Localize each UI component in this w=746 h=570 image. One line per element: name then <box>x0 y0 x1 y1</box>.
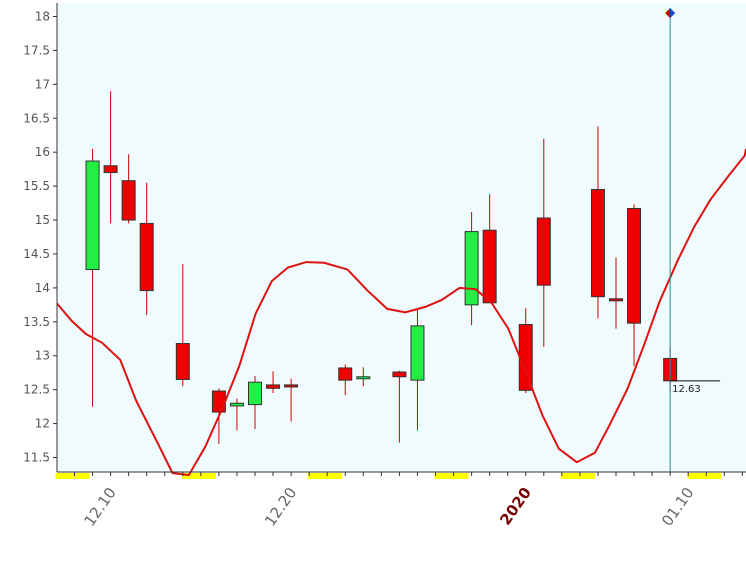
candle-up <box>230 403 243 406</box>
candle-down <box>628 209 641 324</box>
y-tick-label: 14.5 <box>23 247 50 261</box>
x-date-label: 2020 <box>496 484 535 529</box>
weekend-band <box>56 473 90 479</box>
x-date-label: 01.10 <box>658 484 697 530</box>
y-tick-label: 12.5 <box>23 383 50 397</box>
candle-down <box>285 385 298 387</box>
candle-down <box>591 190 604 297</box>
y-tick-label: 15.5 <box>23 179 50 193</box>
candle-up <box>86 161 99 270</box>
x-date-label: 12.10 <box>80 484 119 530</box>
candle-up <box>249 382 262 404</box>
y-axis: 11.5 12 12.5 13 13.5 14 14.5 15 15.5 16 16.5 17 17.5… <box>23 10 57 465</box>
plot-area <box>57 3 746 472</box>
weekend-band <box>308 473 342 479</box>
y-tick-label: 11.5 <box>23 451 50 465</box>
y-tick-label: 16 <box>35 145 50 159</box>
candle-down <box>519 325 532 391</box>
y-tick-label: 12 <box>35 417 50 431</box>
candle-down <box>610 299 623 301</box>
y-tick-label: 17.5 <box>23 43 50 57</box>
x-axis: 12.10 12.20 2020 01.10 <box>75 472 746 529</box>
x-date-label: 12.20 <box>261 484 300 530</box>
candle-up <box>465 232 478 305</box>
candle-down <box>140 223 153 290</box>
candle-up <box>411 326 424 380</box>
weekend-band <box>687 473 721 479</box>
candle-down <box>537 218 550 285</box>
y-tick-label: 13.5 <box>23 315 50 329</box>
weekend-band <box>435 473 469 479</box>
last-price-label: 12.63 <box>672 384 701 395</box>
y-tick-label: 17 <box>35 77 50 91</box>
candle-down <box>267 385 280 388</box>
candle-down <box>212 391 225 412</box>
candle-down <box>176 344 189 380</box>
y-tick-label: 13 <box>35 349 50 363</box>
candle-down <box>483 230 496 303</box>
y-tick-label: 18 <box>35 10 50 24</box>
candle-down <box>339 368 352 380</box>
candle-up <box>357 377 370 379</box>
candle-down <box>393 372 406 377</box>
candle-down <box>122 181 135 220</box>
y-tick-label: 15 <box>35 213 50 227</box>
y-tick-label: 14 <box>35 281 50 295</box>
weekend-bands <box>56 473 722 479</box>
y-tick-label: 16.5 <box>23 111 50 125</box>
candle-down <box>104 166 117 173</box>
weekend-band <box>561 473 595 479</box>
